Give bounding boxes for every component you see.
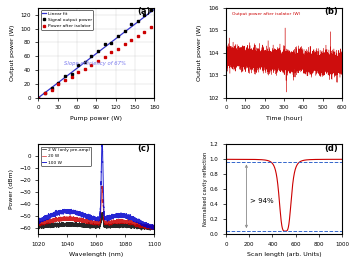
- 100 W: [36, 219, 40, 223]
- Power after isolator: [56, 83, 60, 86]
- 2 W (only pre-amp): [152, 227, 156, 231]
- X-axis label: Time (hour): Time (hour): [266, 116, 302, 121]
- 100 W: [105, 217, 109, 221]
- Text: (a): (a): [137, 7, 150, 16]
- 20 W: [128, 221, 133, 224]
- Text: Output power after isolator (W): Output power after isolator (W): [232, 12, 300, 16]
- Line: 2 W (only pre-amp): 2 W (only pre-amp): [38, 213, 154, 230]
- 2 W (only pre-amp): [148, 228, 153, 232]
- X-axis label: Wavelength (nm): Wavelength (nm): [69, 252, 124, 257]
- Signal output power: [122, 29, 127, 32]
- Power after isolator: [83, 68, 87, 71]
- 100 W: [78, 213, 82, 216]
- Power after isolator: [43, 92, 47, 95]
- 100 W: [128, 215, 133, 218]
- Y-axis label: Output power (W): Output power (W): [10, 25, 15, 81]
- Signal output power: [83, 61, 87, 64]
- Signal output power: [96, 49, 100, 53]
- 2 W (only pre-amp): [78, 223, 82, 226]
- Signal output power: [50, 86, 54, 89]
- 100 W: [110, 216, 114, 219]
- Signal output power: [56, 82, 60, 85]
- Power after isolator: [103, 55, 107, 58]
- Signal output power: [109, 41, 113, 44]
- 2 W (only pre-amp): [122, 225, 126, 228]
- Y-axis label: Power (dBm): Power (dBm): [9, 169, 14, 209]
- 2 W (only pre-amp): [36, 223, 40, 227]
- Line: 20 W: 20 W: [38, 186, 154, 230]
- Power after isolator: [96, 60, 100, 63]
- 20 W: [110, 221, 114, 224]
- 2 W (only pre-amp): [110, 223, 114, 226]
- X-axis label: Scan length (arb. Units): Scan length (arb. Units): [247, 252, 321, 257]
- 2 W (only pre-amp): [100, 211, 104, 214]
- Signal output power: [136, 19, 140, 23]
- Power after isolator: [116, 47, 120, 50]
- Signal output power: [63, 74, 67, 78]
- Y-axis label: Output power (W): Output power (W): [198, 25, 202, 81]
- Power after isolator: [142, 30, 147, 34]
- 100 W: [151, 228, 155, 231]
- Power after isolator: [76, 70, 80, 74]
- Power after isolator: [129, 39, 133, 42]
- 20 W: [42, 221, 46, 224]
- Signal output power: [129, 22, 133, 25]
- Signal output power: [142, 13, 147, 16]
- Power after isolator: [50, 89, 54, 92]
- Line: 100 W: 100 W: [38, 140, 154, 229]
- Legend: 2 W (only pre-amp), 20 W, 100 W: 2 W (only pre-amp), 20 W, 100 W: [40, 147, 91, 166]
- Signal output power: [36, 96, 40, 99]
- 20 W: [105, 222, 109, 225]
- Power after isolator: [109, 50, 113, 53]
- Power after isolator: [149, 26, 153, 29]
- 20 W: [36, 222, 40, 225]
- Signal output power: [76, 63, 80, 66]
- Power after isolator: [36, 96, 40, 99]
- Text: (c): (c): [137, 144, 150, 153]
- 2 W (only pre-amp): [128, 225, 133, 228]
- Text: Slope efficiency of 67%: Slope efficiency of 67%: [64, 61, 126, 66]
- 2 W (only pre-amp): [42, 223, 46, 227]
- Power after isolator: [63, 79, 67, 82]
- Power after isolator: [122, 43, 127, 46]
- Signal output power: [89, 54, 94, 57]
- Text: (d): (d): [325, 144, 339, 153]
- Power after isolator: [89, 63, 94, 66]
- Text: (b): (b): [325, 7, 339, 16]
- 20 W: [100, 184, 104, 188]
- 20 W: [152, 228, 156, 231]
- 20 W: [78, 218, 82, 222]
- Signal output power: [103, 43, 107, 46]
- Y-axis label: Normalised cavity reflection: Normalised cavity reflection: [203, 152, 208, 226]
- 20 W: [152, 225, 156, 228]
- X-axis label: Pump power (W): Pump power (W): [70, 116, 122, 121]
- 2 W (only pre-amp): [105, 225, 109, 228]
- Line: Signal output power: Signal output power: [37, 9, 152, 99]
- 100 W: [100, 139, 104, 142]
- Power after isolator: [136, 35, 140, 38]
- 100 W: [42, 219, 46, 222]
- 20 W: [122, 220, 126, 223]
- Signal output power: [69, 73, 74, 76]
- Line: Power after isolator: Power after isolator: [37, 26, 152, 99]
- Text: > 94%: > 94%: [251, 198, 274, 204]
- 100 W: [152, 226, 156, 229]
- Signal output power: [149, 9, 153, 12]
- 100 W: [122, 215, 126, 218]
- Signal output power: [116, 34, 120, 37]
- Power after isolator: [69, 75, 74, 78]
- Legend: Linear fit, Signal output power, Power after isolator: Linear fit, Signal output power, Power a…: [40, 10, 93, 30]
- Signal output power: [43, 92, 47, 95]
